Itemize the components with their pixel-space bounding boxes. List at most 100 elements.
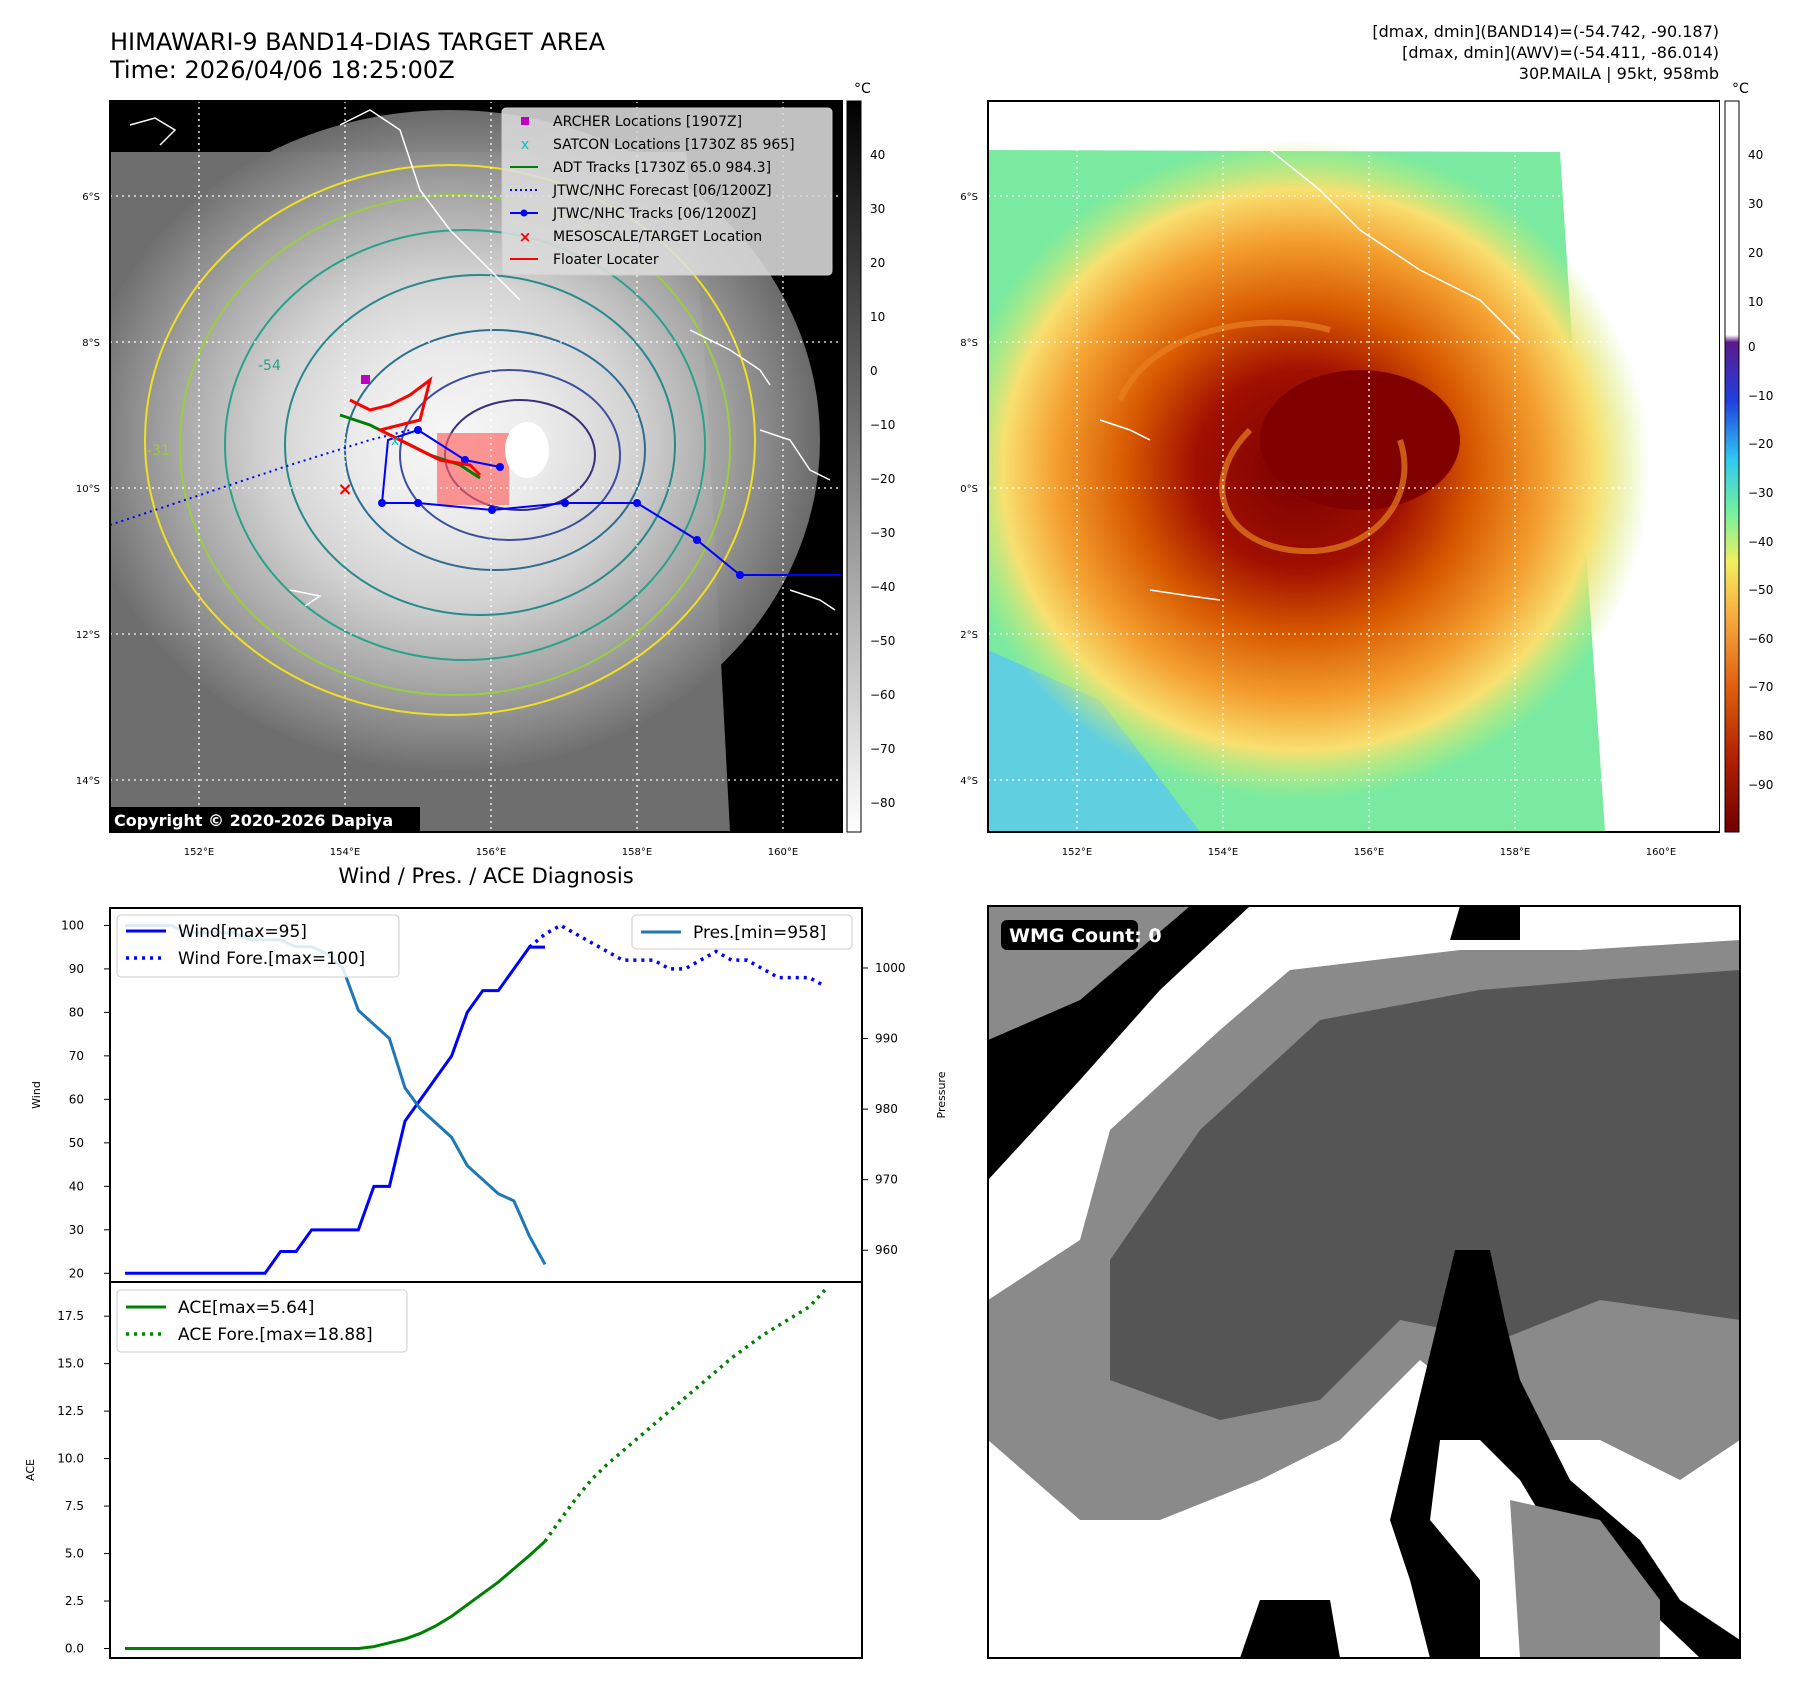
lat-tick: 14°S [76,776,100,787]
awv-coastlines [1099,124,1521,601]
color-tick: −70 [1748,680,1773,694]
legend-jtwc-forecast: JTWC/NHC Forecast [06/1200Z] [552,183,772,199]
lat-tick: 8°S [960,338,978,349]
floater-locater-track [349,376,482,477]
legend-ace-forecast: ACE Fore.[max=18.88] [178,1325,373,1345]
gray-tick: 0 [870,364,878,378]
map2-lon-ticks: 152°E 154°E 156°E 158°E 160°E [1062,847,1676,858]
lon-tick: 158°E [1500,847,1530,858]
info-line-1: [dmax, dmin](BAND14)=(-54.742, -90.187) [1372,22,1719,41]
legend-mesoscale-target: MESOSCALE/TARGET Location [553,229,762,245]
svg-text:×: × [519,228,532,246]
info-line-2: [dmax, dmin](AWV)=(-54.411, -86.014) [1402,43,1719,62]
wind-ylabel: Wind [30,1081,43,1109]
legend-wind: Wind[max=95] [178,922,307,942]
lat-tick: 12°S [76,630,100,641]
lon-tick: 154°E [1208,847,1238,858]
color-tick: 20 [1748,246,1763,260]
wind-ytick-label: 90 [69,962,84,976]
gray-tick: 40 [870,148,885,162]
gray-tick: −80 [870,796,895,810]
map2-lat-ticks: 6°S 8°S 10°S 12°S 14°S [960,192,978,787]
lat-tick: 14°S [960,776,978,787]
wmg-panel: WMG Count: 0 [987,905,1741,1659]
wind-ytick-label: 20 [69,1266,84,1280]
lon-tick: 152°E [1062,847,1092,858]
color-colorbar: °C 40 30 20 10 0 −10 −20 −30 −40 −50 −60… [1724,81,1773,833]
wmg-gray-bottom [1510,1500,1660,1658]
ace-ytick-label: 17.5 [57,1309,84,1323]
color-tick: 0 [1748,340,1756,354]
legend-jtwc-tracks: JTWC/NHC Tracks [06/1200Z] [552,206,756,222]
pressure-ytick-label: 990 [875,1032,898,1046]
gray-tick: 30 [870,202,885,216]
wind-ytick-label: 80 [69,1005,84,1019]
color-tick: 40 [1748,148,1763,162]
lon-tick: 158°E [622,847,652,858]
legend-pressure: Pres.[min=958] [693,923,826,943]
gray-tick: −50 [870,634,895,648]
ace-ytick-label: 7.5 [65,1499,84,1513]
lon-tick: 160°E [768,847,798,858]
legend-satcon: SATCON Locations [1730Z 85 965] [553,137,795,153]
legend-ace: ACE[max=5.64] [178,1298,314,1318]
ace-ytick-label: 10.0 [57,1452,84,1466]
ace-forecast-series-line [543,1288,827,1543]
wmg-black-bottom [1240,1600,1340,1658]
gray-colorbar-unit: °C [854,81,871,97]
satcon-marker: x [391,433,399,449]
ace-series-line [125,1540,547,1651]
color-colorbar-ticks: 40 30 20 10 0 −10 −20 −30 −40 −50 −60 −7… [1748,148,1773,792]
gray-tick: −70 [870,742,895,756]
gray-tick: −40 [870,580,895,594]
map-legend: x × ARCHER Locations [1907Z] SATCON Loca… [501,107,833,276]
wind-forecast-series-line [528,923,826,988]
wmg-light-region [1450,906,1520,940]
wind-ytick-label: 50 [69,1136,84,1150]
gray-tick: −10 [870,418,895,432]
wind-ytick-label: 30 [69,1223,84,1237]
ir-map-panel: -54 -31 x × x × ARCHER Locations [1907Z] [76,100,843,858]
pressure-ylabel: Pressure [935,1071,948,1118]
coastlines [129,109,836,611]
lon-tick: 156°E [476,847,506,858]
wind-ytick-label: 60 [69,1092,84,1106]
color-tick: 30 [1748,197,1763,211]
legend-archer: ARCHER Locations [1907Z] [553,114,742,130]
mesoscale-target-marker: × [337,479,352,500]
jtwc-track [380,428,842,576]
color-tick: −20 [1748,437,1773,451]
svg-text:x: x [521,137,529,153]
contour-label-54: -54 [258,358,281,374]
color-colorbar-unit: °C [1732,81,1749,97]
info-line-3: 30P.MAILA | 95kt, 958mb [1518,64,1719,83]
ace-ytick-label: 12.5 [57,1404,84,1418]
pressure-legend: Pres.[min=958] [631,914,853,950]
wmg-black-lower [1390,1250,1740,1658]
gray-tick: −30 [870,526,895,540]
lat-tick: 12°S [960,630,978,641]
wind-series-line [125,945,545,1275]
wind-ytick-label: 100 [61,918,84,932]
figure-title-line2: Time: 2026/04/06 18:25:00Z [110,56,455,84]
legend-adt: ADT Tracks [1730Z 65.0 984.3] [553,160,771,176]
pressure-ytick-label: 960 [875,1243,898,1257]
pressure-ytick-label: 970 [875,1173,898,1187]
wind-legend: Wind[max=95] Wind Fore.[max=100] [116,914,400,978]
color-tick: −40 [1748,535,1773,549]
color-tick: −80 [1748,729,1773,743]
wmg-count-label: WMG Count: 0 [1009,925,1162,947]
ace-legend: ACE[max=5.64] ACE Fore.[max=18.88] [116,1289,408,1353]
copyright-label: Copyright © 2020-2026 Dapiya [114,811,393,830]
lat-tick: 8°S [82,338,100,349]
color-tick: −10 [1748,389,1773,403]
jtwc-track-points [378,426,744,579]
gray-tick: −20 [870,472,895,486]
lon-tick: 152°E [184,847,214,858]
ace-ytick-label: 5.0 [65,1547,84,1561]
awv-spiral-bands [1117,319,1408,555]
lon-tick: 156°E [1354,847,1384,858]
wind-pressure-chart: Wind Pressure 20 30 40 50 60 70 80 90 100 960 970… [30,907,948,1283]
awv-map-panel: 6°S 8°S 10°S 12°S 14°S 152°E 154°E 156°E… [960,100,1720,858]
lon-tick: 154°E [330,847,360,858]
